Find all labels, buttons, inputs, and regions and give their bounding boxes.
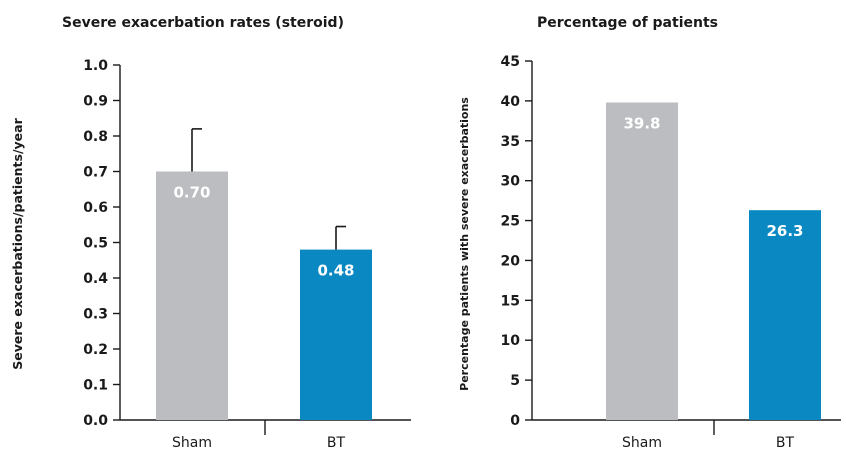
x-tick-label: BT [327,435,346,451]
bar-bt [749,210,821,420]
axes: 0.0 0.1 0.2 0.3 0.4 0.5 0.6 0.7 0.8 0.9 1.0 Sham BT [83,58,411,451]
percentage-patients-chart: Percentage of patients Percentage patien… [440,0,846,453]
bars: 0.70 0.48 [156,128,372,420]
chart-title: Percentage of patients [537,15,718,31]
y-tick-label: 25 [501,214,520,230]
y-tick-label: 0 [510,413,520,429]
bars: 39.8 26.3 [606,102,821,421]
y-axis-label: Percentage patients with severe exacerba… [458,97,471,391]
chart-title: Severe exacerbation rates (steroid) [62,15,344,31]
y-tick-label: 40 [501,94,521,110]
data-label: 0.48 [317,262,354,280]
y-tick-label: 10 [501,333,521,349]
y-tick-label: 0.2 [83,342,108,358]
x-tick-label: Sham [172,435,212,451]
y-tick-label: 35 [501,134,520,150]
y-tick-label: 5 [510,373,520,389]
y-tick-label: 0.7 [83,165,108,181]
y-tick-label: 0.0 [83,413,108,429]
y-axis-label: Severe exacerbations/patients/year [10,117,25,369]
bar-sham [156,171,228,420]
x-tick-label: Sham [622,435,662,451]
y-tick-label: 0.3 [83,307,108,323]
y-tick-label: 20 [501,253,521,269]
bar-bt [300,249,372,420]
y-tick-label: 0.1 [83,378,108,394]
exacerbation-rate-chart: Severe exacerbation rates (steroid) Seve… [10,15,411,451]
percentage-patients-chart-svg: Percentage of patients Percentage patien… [458,15,841,451]
exacerbation-rate-chart-svg: Severe exacerbation rates (steroid) Seve… [10,15,411,451]
y-tick-label: 15 [501,293,520,309]
y-tick-label: 0.9 [83,94,108,110]
y-tick-label: 45 [501,54,520,70]
y-tick-label: 1.0 [83,58,108,74]
y-tick-label: 0.8 [83,129,108,145]
y-tick-label: 0.5 [83,236,108,252]
bar-sham [606,102,678,421]
data-label: 0.70 [173,184,210,202]
data-label: 26.3 [766,222,803,240]
y-tick-label: 0.6 [83,200,108,216]
y-tick-label: 30 [501,174,521,190]
y-tick-label: 0.4 [83,271,108,287]
data-label: 39.8 [623,114,660,132]
x-tick-label: BT [776,435,795,451]
